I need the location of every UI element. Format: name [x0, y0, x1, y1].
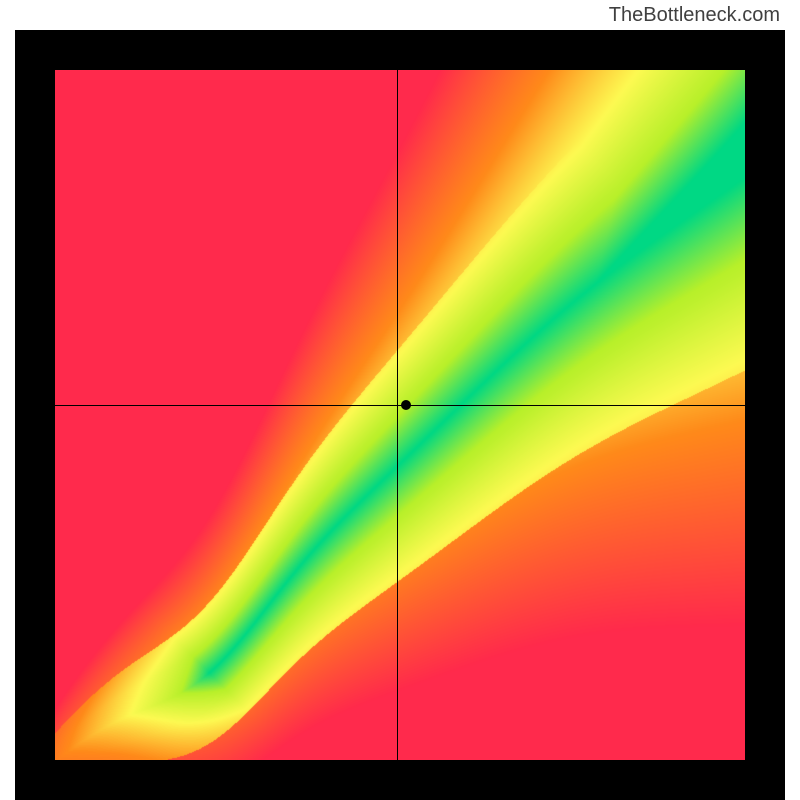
plot-area [55, 70, 745, 760]
attribution-text: TheBottleneck.com [609, 4, 780, 27]
chart-frame [15, 30, 785, 800]
data-point-marker [401, 400, 411, 410]
crosshair-vertical [397, 70, 398, 760]
heatmap-canvas [55, 70, 745, 760]
